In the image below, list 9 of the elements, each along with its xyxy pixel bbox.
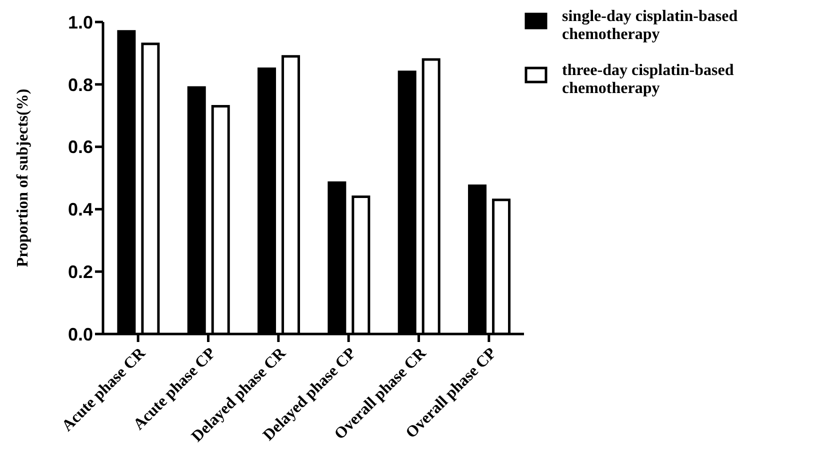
legend-label: single-day cisplatin-based chemotherapy [562, 8, 739, 44]
legend-label: three-day cisplatin-based chemotherapy [562, 62, 735, 98]
y-tick-label: 1.0 [68, 12, 93, 32]
y-tick-label: 0.4 [68, 200, 93, 220]
y-tick-label: 0.0 [68, 324, 93, 344]
y-axis-title: Proportion of subjects(%) [14, 88, 32, 268]
y-tick-label: 0.8 [68, 74, 93, 95]
y-tick-label: 0.2 [68, 262, 93, 282]
y-tick-label: 0.6 [68, 137, 93, 158]
